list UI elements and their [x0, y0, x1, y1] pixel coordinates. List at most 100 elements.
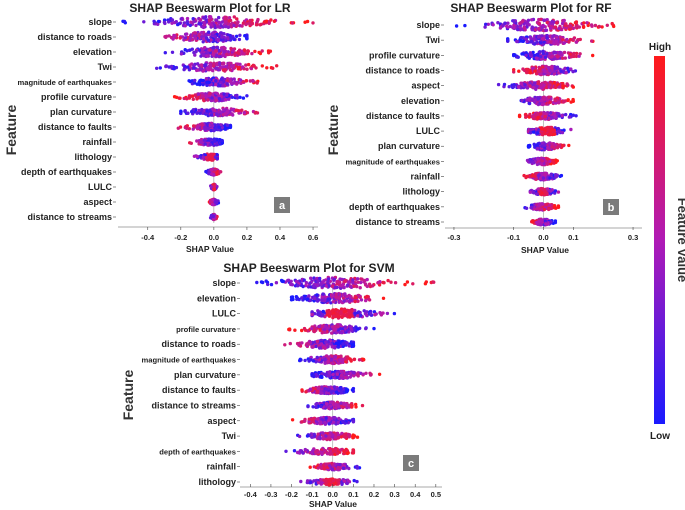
- shap-point: [300, 328, 304, 333]
- shap-point: [207, 171, 211, 176]
- shap-point: [238, 33, 242, 37]
- shap-point: [227, 97, 231, 101]
- shap-point: [349, 285, 354, 289]
- shap-point: [205, 80, 209, 85]
- shap-point: [537, 69, 541, 74]
- shap-point: [527, 56, 531, 60]
- shap-point: [204, 93, 208, 98]
- shap-point: [197, 32, 202, 37]
- shap-point: [556, 55, 560, 59]
- shap-point: [552, 128, 556, 132]
- shap-point: [539, 17, 543, 22]
- shap-point: [359, 298, 364, 302]
- shap-point: [253, 111, 257, 115]
- shap-point: [549, 132, 553, 136]
- shap-point: [342, 285, 346, 290]
- shap-point: [214, 49, 218, 53]
- shap-point: [333, 285, 338, 290]
- shap-point: [339, 310, 343, 314]
- shap-point: [531, 86, 536, 90]
- shap-point: [195, 139, 199, 143]
- shap-point: [512, 26, 516, 30]
- feature-label: lithology: [403, 187, 441, 197]
- shap-point: [211, 68, 215, 73]
- shap-point: [548, 34, 552, 39]
- shap-point: [290, 21, 295, 25]
- shap-point: [542, 18, 546, 22]
- shap-point: [502, 82, 507, 87]
- shap-point: [221, 84, 225, 88]
- shap-point: [185, 16, 190, 21]
- shap-point: [309, 276, 313, 280]
- feature-label: elevation: [401, 96, 440, 106]
- shap-point: [560, 21, 565, 26]
- shap-point: [323, 358, 327, 362]
- shap-point: [172, 95, 177, 99]
- shap-point: [224, 98, 228, 102]
- shap-point: [221, 53, 225, 58]
- shap-point: [345, 328, 349, 332]
- shap-point: [219, 80, 223, 85]
- shap-point: [196, 62, 200, 66]
- shap-point: [548, 69, 552, 73]
- shap-point: [515, 55, 519, 59]
- shap-point: [187, 68, 192, 72]
- shap-point: [184, 124, 188, 129]
- shap-point: [207, 80, 211, 85]
- shap-point: [553, 81, 557, 85]
- shap-point: [560, 53, 564, 57]
- shap-point: [210, 124, 215, 128]
- panel-lr: SHAP Beeswarm Plot for LR Feature sloped…: [3, 1, 318, 254]
- shap-point: [201, 40, 205, 44]
- shap-point: [339, 284, 343, 288]
- shap-point: [210, 96, 214, 100]
- panel-svm: SHAP Beeswarm Plot for SVM Feature slope…: [120, 261, 442, 509]
- shap-point: [221, 68, 226, 72]
- shap-point: [222, 32, 226, 36]
- shap-point: [530, 25, 534, 29]
- shap-point: [235, 82, 239, 86]
- shap-point: [214, 79, 218, 83]
- feature-label: distance to faults: [38, 122, 112, 132]
- shap-point: [245, 94, 249, 98]
- shap-point: [324, 284, 328, 288]
- shap-point: [503, 21, 507, 25]
- shap-point: [578, 52, 582, 56]
- shap-point: [323, 361, 327, 365]
- shap-point: [193, 31, 197, 35]
- feature-label: aspect: [207, 416, 236, 426]
- shap-point: [302, 326, 307, 331]
- shap-point: [520, 19, 525, 23]
- shap-point: [192, 34, 197, 38]
- shap-point: [523, 83, 527, 87]
- shap-point: [330, 284, 335, 288]
- shap-point: [217, 20, 221, 25]
- shap-point: [307, 294, 311, 298]
- shap-point: [231, 48, 235, 53]
- shap-point: [206, 126, 210, 131]
- shap-point: [341, 296, 346, 300]
- shap-point: [238, 95, 242, 100]
- feature-label: Twi: [98, 62, 112, 72]
- shap-point: [240, 108, 244, 112]
- shap-point: [545, 20, 549, 25]
- feature-label: profile curvature: [41, 92, 112, 102]
- shap-point: [323, 330, 327, 334]
- shap-point: [198, 111, 202, 115]
- shap-point: [189, 141, 193, 145]
- shap-point: [220, 35, 224, 39]
- shap-point: [556, 127, 561, 131]
- shap-point: [289, 282, 293, 287]
- shap-point: [320, 324, 325, 328]
- shap-point: [303, 358, 307, 363]
- x-tick-label: 0.0: [209, 233, 219, 242]
- shap-point: [236, 109, 241, 113]
- shap-point: [234, 34, 239, 38]
- shap-point: [567, 115, 572, 119]
- shap-point: [569, 67, 573, 71]
- shap-point: [244, 22, 248, 26]
- shap-point: [545, 98, 550, 102]
- shap-point: [255, 280, 259, 285]
- shap-point: [259, 280, 264, 284]
- shap-point: [200, 30, 204, 35]
